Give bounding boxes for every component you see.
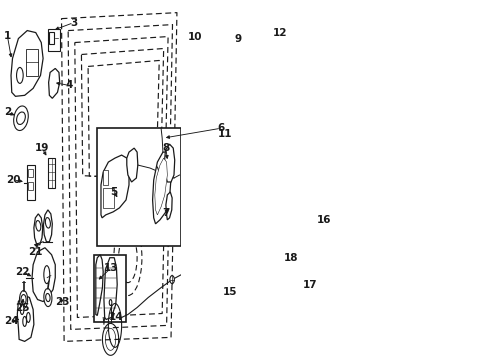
Polygon shape xyxy=(210,11,221,49)
Bar xyxy=(28,169,33,177)
Text: 24: 24 xyxy=(4,316,19,327)
Ellipse shape xyxy=(170,276,174,284)
Ellipse shape xyxy=(14,106,28,131)
Polygon shape xyxy=(313,202,322,236)
Ellipse shape xyxy=(157,167,161,177)
Polygon shape xyxy=(246,13,252,102)
Ellipse shape xyxy=(44,288,52,307)
Ellipse shape xyxy=(17,112,25,125)
Polygon shape xyxy=(288,270,305,321)
Bar xyxy=(48,158,55,188)
Text: 4: 4 xyxy=(65,80,73,90)
Ellipse shape xyxy=(220,125,227,139)
Bar xyxy=(28,182,33,190)
Text: 9: 9 xyxy=(234,33,242,44)
Polygon shape xyxy=(166,192,172,220)
Ellipse shape xyxy=(279,234,285,246)
Bar xyxy=(49,32,54,44)
Ellipse shape xyxy=(46,217,50,228)
Text: 22: 22 xyxy=(16,267,30,276)
Ellipse shape xyxy=(17,67,23,84)
Polygon shape xyxy=(152,152,171,224)
Text: 10: 10 xyxy=(188,32,203,41)
Bar xyxy=(94,255,126,323)
Polygon shape xyxy=(228,17,234,118)
Polygon shape xyxy=(165,144,175,182)
Text: 25: 25 xyxy=(15,302,29,312)
Polygon shape xyxy=(203,105,207,122)
Bar xyxy=(26,165,35,200)
Ellipse shape xyxy=(46,293,50,302)
Bar xyxy=(26,49,38,76)
Polygon shape xyxy=(44,210,52,242)
Ellipse shape xyxy=(23,316,26,327)
Text: 20: 20 xyxy=(6,175,21,185)
Polygon shape xyxy=(276,218,288,262)
Polygon shape xyxy=(32,248,55,302)
Circle shape xyxy=(119,233,137,283)
Ellipse shape xyxy=(20,305,24,315)
Polygon shape xyxy=(127,148,138,182)
Text: 2: 2 xyxy=(4,107,11,117)
Text: 23: 23 xyxy=(55,297,70,306)
Text: 5: 5 xyxy=(111,187,118,197)
Polygon shape xyxy=(17,294,34,341)
Text: 12: 12 xyxy=(272,28,287,37)
Text: 19: 19 xyxy=(35,143,49,153)
Ellipse shape xyxy=(221,129,224,135)
Ellipse shape xyxy=(21,294,26,305)
Bar xyxy=(48,28,60,50)
Polygon shape xyxy=(34,214,43,245)
Text: 16: 16 xyxy=(317,215,332,225)
Bar xyxy=(103,188,114,208)
Bar xyxy=(103,170,108,185)
Polygon shape xyxy=(155,158,168,215)
Ellipse shape xyxy=(44,266,49,284)
Text: 18: 18 xyxy=(284,253,298,263)
Polygon shape xyxy=(203,15,215,108)
Ellipse shape xyxy=(36,221,41,231)
Bar xyxy=(97,128,181,246)
Ellipse shape xyxy=(315,213,319,223)
Text: 6: 6 xyxy=(218,123,225,133)
Text: 8: 8 xyxy=(162,143,170,153)
Circle shape xyxy=(114,220,142,296)
Polygon shape xyxy=(101,155,129,218)
Ellipse shape xyxy=(26,312,30,323)
Polygon shape xyxy=(96,255,103,315)
Ellipse shape xyxy=(109,300,112,306)
Text: 21: 21 xyxy=(28,247,42,257)
Text: 3: 3 xyxy=(70,18,77,28)
Text: 1: 1 xyxy=(4,31,11,41)
Polygon shape xyxy=(11,31,43,96)
Text: 7: 7 xyxy=(162,208,170,218)
Text: 14: 14 xyxy=(108,312,123,323)
Ellipse shape xyxy=(20,291,27,309)
Polygon shape xyxy=(49,68,60,98)
Text: 11: 11 xyxy=(218,129,232,139)
Text: 15: 15 xyxy=(223,287,237,297)
Text: 17: 17 xyxy=(302,280,317,289)
Polygon shape xyxy=(104,258,117,319)
Text: 13: 13 xyxy=(104,263,119,273)
